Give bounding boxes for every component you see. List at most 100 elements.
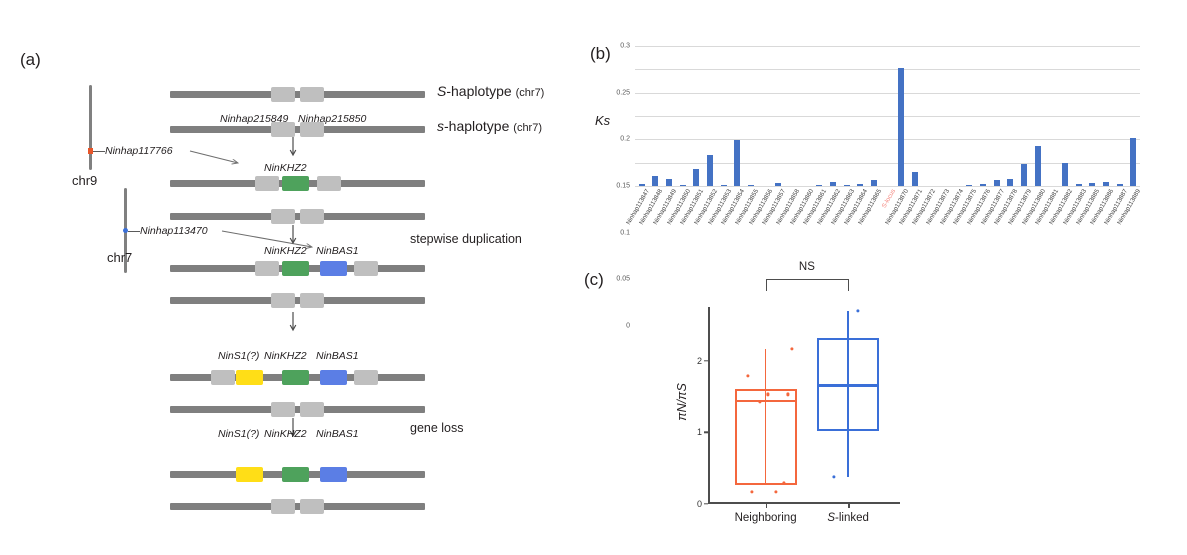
gene-box-grey	[271, 402, 295, 417]
panel-b-bar[interactable]	[1116, 183, 1123, 186]
panel-c-y-axis	[708, 307, 710, 504]
panel-b-bar[interactable]	[1102, 181, 1109, 186]
panel-b-bar[interactable]	[652, 175, 659, 186]
panel-b-bar[interactable]	[734, 139, 741, 186]
panel-c-data-point	[790, 346, 794, 351]
panel-b-y-tick-label: 0.1	[620, 229, 630, 237]
gene-label-ninkhz2: NinKHZ2	[264, 245, 307, 257]
haplotype-label-s-rest: -haplotype	[444, 118, 510, 134]
panel-c-x-axis	[708, 502, 900, 504]
gene-box-grey	[271, 87, 295, 102]
panel-c-data-point	[856, 308, 860, 313]
panel-b-bar[interactable]	[1075, 183, 1082, 186]
panel-b-bar[interactable]	[829, 181, 836, 186]
panel-b-bar[interactable]	[898, 68, 905, 186]
panel-b-bar[interactable]	[1034, 145, 1041, 186]
panel-c-data-point	[750, 490, 754, 494]
panel-c-y-tick-mark	[704, 503, 708, 505]
panel-b-bar[interactable]	[870, 179, 877, 186]
panel-b-bar[interactable]	[1130, 137, 1137, 186]
gene-label-ninkhz2: NinKHZ2	[264, 350, 307, 362]
panel-b: (b) Ks 0 0.05 0.1 0.15 0.2 0.25 0.3 Ninhap11384…	[590, 28, 1187, 330]
panel-b-bar[interactable]	[911, 171, 918, 186]
gene-box-grey	[317, 176, 341, 191]
panel-c-data-point	[746, 374, 750, 378]
haplotype-row-4	[170, 213, 425, 220]
panel-b-bar[interactable]	[707, 155, 714, 186]
panel-b-bar[interactable]	[1061, 163, 1068, 186]
panel-b-bar[interactable]	[748, 184, 754, 186]
panel-c-x-tick-mark	[765, 504, 767, 508]
process-label-gene-loss: gene loss	[410, 421, 464, 435]
panel-b-bar[interactable]	[720, 185, 727, 186]
gene-box-grey	[354, 370, 378, 385]
process-label-stepwise-duplication: stepwise duplication	[410, 232, 522, 246]
gene-box-grey	[300, 402, 324, 417]
gene-label-ninbas1: NinBAS1	[316, 350, 359, 362]
gene-box-grey	[354, 261, 378, 276]
gene-box-ninkhz2	[282, 370, 309, 385]
panel-c-data-point	[758, 400, 762, 404]
panel-b-bar[interactable]	[1007, 179, 1014, 186]
panel-c-whisker	[764, 348, 767, 485]
gene-box-grey	[300, 122, 324, 137]
panel-b-y-tick-label: 0	[626, 322, 630, 330]
panel-a-letter: (a)	[20, 50, 41, 69]
haplotype-row-6	[170, 297, 425, 304]
panel-c-plot-area: 0 1 2 Neighboring S-linked NS	[697, 261, 900, 524]
ideogram-chr9-label: chr9	[72, 173, 98, 188]
gene-box-ninbas1	[320, 261, 347, 276]
haplotype-label-S: S-haplotype (chr7)	[437, 83, 544, 99]
panel-b-bar[interactable]	[679, 185, 686, 186]
panel-b-bar[interactable]	[966, 185, 973, 186]
panel-b-gridline: 0.25	[616, 69, 1140, 96]
haplotype-label-s-chr: (chr7)	[513, 122, 543, 134]
panel-b-plot-area: 0 0.05 0.1 0.15 0.2 0.25 0.3 Ninhap113847 Ninhap…	[616, 43, 1142, 330]
panel-b-bar[interactable]	[638, 184, 645, 186]
gene-box-ninbas1	[320, 370, 347, 385]
panel-b-bar[interactable]	[693, 169, 700, 186]
panel-b-bar[interactable]	[775, 182, 782, 186]
panel-b-bar[interactable]	[1020, 163, 1027, 186]
panel-b-gridline: 0.1	[620, 139, 1140, 236]
panel-c-y-tick-label: 1	[696, 427, 702, 438]
gene-box-nins1	[236, 370, 263, 385]
haplotype-row-1	[170, 91, 425, 98]
panel-b-gridline: 0.2	[620, 92, 1140, 143]
gene-box-ninkhz2	[282, 261, 309, 276]
haplotype-label-s: s-haplotype (chr7)	[437, 118, 542, 134]
panel-c-letter: (c)	[584, 270, 604, 289]
ideogram-chr7-marker-dot	[123, 228, 128, 233]
haplotype-row-10	[170, 503, 425, 510]
panel-b-bar[interactable]	[980, 183, 987, 186]
gene-box-grey	[300, 293, 324, 308]
gene-label-nins1: NinS1(?)	[218, 350, 260, 362]
gene-box-ninbas1	[320, 467, 347, 482]
panel-c-data-point	[766, 392, 770, 396]
haplotype-label-S-italic: S	[437, 83, 447, 99]
gene-box-nins1	[236, 467, 263, 482]
panel-c-y-axis-title: πN/πS	[675, 383, 689, 421]
gene-label-ninbas1: NinBAS1	[316, 245, 359, 257]
panel-c-significance-label: NS	[798, 261, 815, 273]
panel-c-data-point	[786, 392, 790, 396]
panel-b-bar[interactable]	[666, 179, 673, 186]
panel-c-box[interactable]	[734, 389, 797, 485]
panel-b-bar[interactable]	[843, 185, 850, 186]
down-arrow-icon	[289, 225, 297, 245]
panel-b-bar[interactable]	[993, 180, 1000, 186]
haplotype-label-s-italic: s	[437, 118, 444, 134]
gene-box-grey	[271, 209, 295, 224]
panel-c-x-tick-mark	[848, 504, 850, 508]
panel-b-bar[interactable]	[1089, 183, 1096, 186]
gene-box-ninkhz2	[282, 467, 309, 482]
panel-b-bar[interactable]	[816, 185, 823, 186]
panel-b-y-tick-label: 0.3	[620, 42, 630, 50]
panel-c-significance-tick-left	[765, 279, 767, 291]
down-arrow-icon	[289, 137, 297, 157]
gene-label-nins1: NinS1(?)	[218, 428, 260, 440]
gene-label-ninkhz2: NinKHZ2	[264, 162, 307, 174]
panel-b-bar[interactable]	[857, 184, 864, 186]
panel-b-y-tick-label: 0.2	[620, 135, 630, 143]
panel-c-whisker	[847, 310, 849, 477]
